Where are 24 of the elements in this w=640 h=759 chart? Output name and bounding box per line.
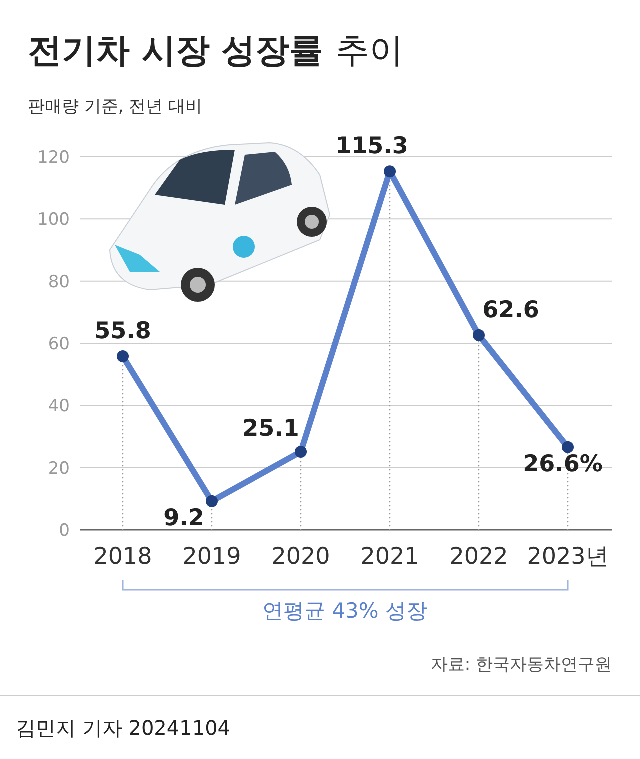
data-label: 25.1 — [242, 416, 300, 442]
data-label: 26.6% — [523, 451, 603, 478]
y-tick-label: 100 — [38, 210, 70, 230]
x-tick-label: 2021 — [360, 544, 420, 570]
text: 연평균 43% 성장 — [262, 599, 428, 623]
x-tick-label: 2019 — [182, 544, 242, 570]
x-tick-label: 2023년 — [527, 544, 609, 570]
y-tick-label: 120 — [38, 148, 70, 168]
y-tick-label: 0 — [59, 521, 70, 541]
x-tick-label: 2018 — [94, 544, 152, 570]
y-tick-label: 80 — [48, 272, 70, 292]
chart-title: 전기차 시장 성장률 추이 — [28, 31, 404, 71]
x-tick-label: 2020 — [272, 544, 330, 570]
data-label: 9.2 — [164, 505, 204, 532]
x-tick-label: 2022 — [450, 544, 508, 570]
data-label: 115.3 — [336, 134, 408, 160]
text: 김민지 기자 20241104 — [16, 716, 231, 740]
y-tick-label: 40 — [48, 396, 70, 417]
chart-subtitle: 판매량 기준, 전년 대비 — [28, 97, 203, 117]
y-tick-label: 20 — [48, 458, 70, 479]
data-label: 55.8 — [94, 318, 152, 345]
text: 자료: 한국자동차연구원 — [430, 655, 612, 675]
y-tick-label: 60 — [48, 334, 70, 354]
data-label: 62.6 — [482, 297, 540, 324]
